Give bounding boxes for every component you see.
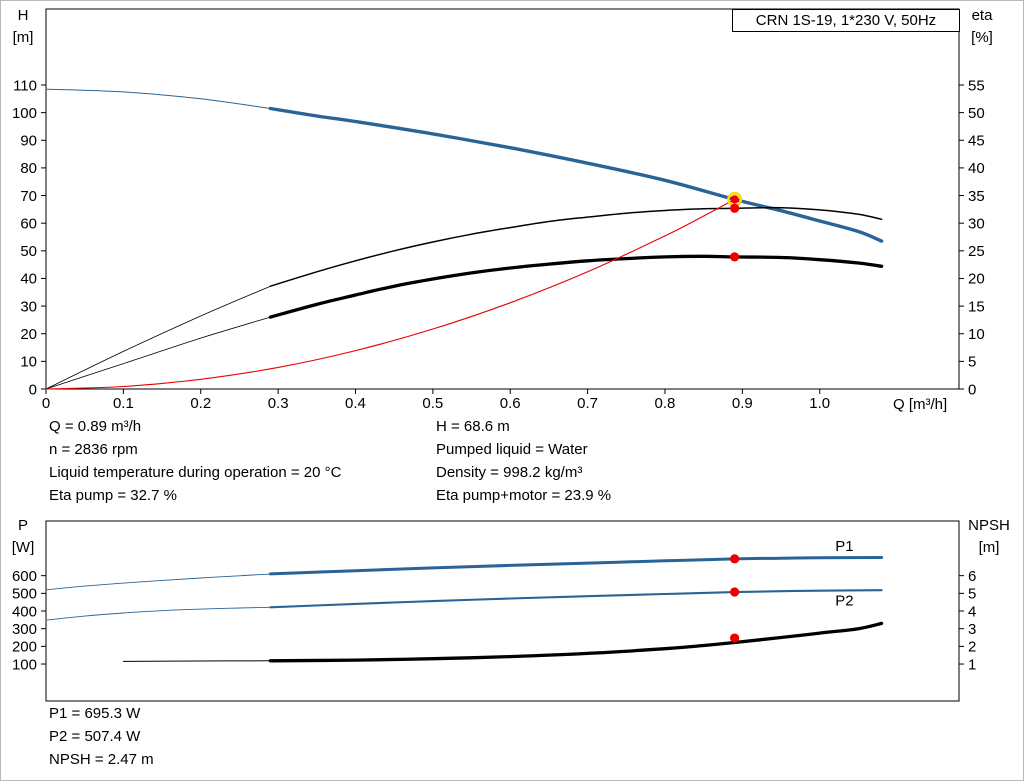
info-head: H = 68.6 m (436, 418, 510, 435)
svg-text:P1: P1 (835, 538, 853, 555)
svg-text:60: 60 (20, 215, 37, 232)
svg-text:0: 0 (968, 381, 976, 398)
svg-text:200: 200 (12, 639, 37, 656)
svg-text:400: 400 (12, 603, 37, 620)
eta-axis-unit: [%] (971, 29, 993, 46)
svg-text:5: 5 (968, 354, 976, 371)
svg-text:50: 50 (20, 243, 37, 260)
info-eta-pump: Eta pump = 32.7 % (49, 487, 177, 504)
svg-text:0.6: 0.6 (500, 395, 521, 412)
npsh-axis-symbol: NPSH (968, 517, 1010, 534)
svg-text:35: 35 (968, 188, 985, 205)
svg-text:0: 0 (42, 395, 50, 412)
info-density: Density = 998.2 kg/m³ (436, 464, 583, 481)
h-axis-symbol: H (17, 7, 29, 24)
p-axis-title: P [W] (2, 515, 44, 559)
svg-text:3: 3 (968, 621, 976, 638)
svg-text:0: 0 (29, 381, 37, 398)
info-flow: Q = 0.89 m³/h (49, 418, 142, 435)
npsh-axis-unit: [m] (978, 539, 1000, 556)
svg-text:30: 30 (968, 215, 985, 232)
info-liquid-temperature: Liquid temperature during operation = 20… (49, 464, 342, 481)
svg-text:0.4: 0.4 (345, 395, 366, 412)
svg-text:10: 10 (20, 354, 37, 371)
footer-p1: P1 = 695.3 W (49, 705, 141, 722)
eta-axis-symbol: eta (971, 7, 993, 24)
svg-text:1: 1 (968, 656, 976, 673)
p-axis-unit: [W] (11, 539, 35, 556)
info-column-right: H = 68.6 m Pumped liquid = Water Density… (436, 418, 611, 510)
svg-text:0.2: 0.2 (190, 395, 211, 412)
svg-text:5: 5 (968, 586, 976, 603)
svg-text:0.9: 0.9 (732, 395, 753, 412)
svg-text:600: 600 (12, 568, 37, 585)
svg-text:50: 50 (968, 105, 985, 122)
svg-text:90: 90 (20, 133, 37, 150)
svg-text:55: 55 (968, 77, 985, 94)
svg-text:100: 100 (12, 656, 37, 673)
svg-text:45: 45 (968, 133, 985, 150)
svg-text:0.5: 0.5 (422, 395, 443, 412)
svg-text:25: 25 (968, 243, 985, 260)
svg-text:10: 10 (968, 326, 985, 343)
svg-text:100: 100 (12, 105, 37, 122)
svg-text:80: 80 (20, 160, 37, 177)
svg-text:30: 30 (20, 298, 37, 315)
info-eta-pump-motor: Eta pump+motor = 23.9 % (436, 487, 612, 504)
footer-npsh: NPSH = 2.47 m (49, 751, 154, 768)
svg-text:P2: P2 (835, 592, 853, 609)
svg-text:0.7: 0.7 (577, 395, 598, 412)
info-pumped-liquid: Pumped liquid = Water (436, 441, 588, 458)
svg-text:500: 500 (12, 586, 37, 603)
svg-text:6: 6 (968, 568, 976, 585)
info-speed: n = 2836 rpm (49, 441, 138, 458)
p-axis-symbol: P (17, 517, 28, 534)
svg-text:2: 2 (968, 639, 976, 656)
svg-text:40: 40 (20, 271, 37, 288)
h-axis-unit: [m] (12, 29, 34, 46)
q-axis-title: Q [m³/h] (893, 396, 948, 413)
eta-axis-title: eta [%] (959, 5, 1005, 49)
svg-text:0.8: 0.8 (655, 395, 676, 412)
svg-text:300: 300 (12, 621, 37, 638)
svg-text:20: 20 (968, 271, 985, 288)
npsh-axis-title: NPSH [m] (959, 515, 1019, 559)
footer-values: P1 = 695.3 W P2 = 507.4 W NPSH = 2.47 m (49, 705, 154, 774)
h-axis-title: H [m] (2, 5, 44, 49)
svg-text:4: 4 (968, 603, 976, 620)
svg-text:110: 110 (13, 77, 37, 94)
pump-title-box: CRN 1S-19, 1*230 V, 50Hz (732, 9, 960, 32)
footer-p2: P2 = 507.4 W (49, 728, 141, 745)
svg-text:20: 20 (20, 326, 37, 343)
svg-text:1.0: 1.0 (809, 395, 830, 412)
svg-text:0.1: 0.1 (113, 395, 134, 412)
svg-text:40: 40 (968, 160, 985, 177)
svg-text:0.3: 0.3 (268, 395, 289, 412)
svg-text:15: 15 (968, 298, 985, 315)
info-column-left: Q = 0.89 m³/h n = 2836 rpm Liquid temper… (49, 418, 341, 510)
svg-text:70: 70 (20, 188, 37, 205)
